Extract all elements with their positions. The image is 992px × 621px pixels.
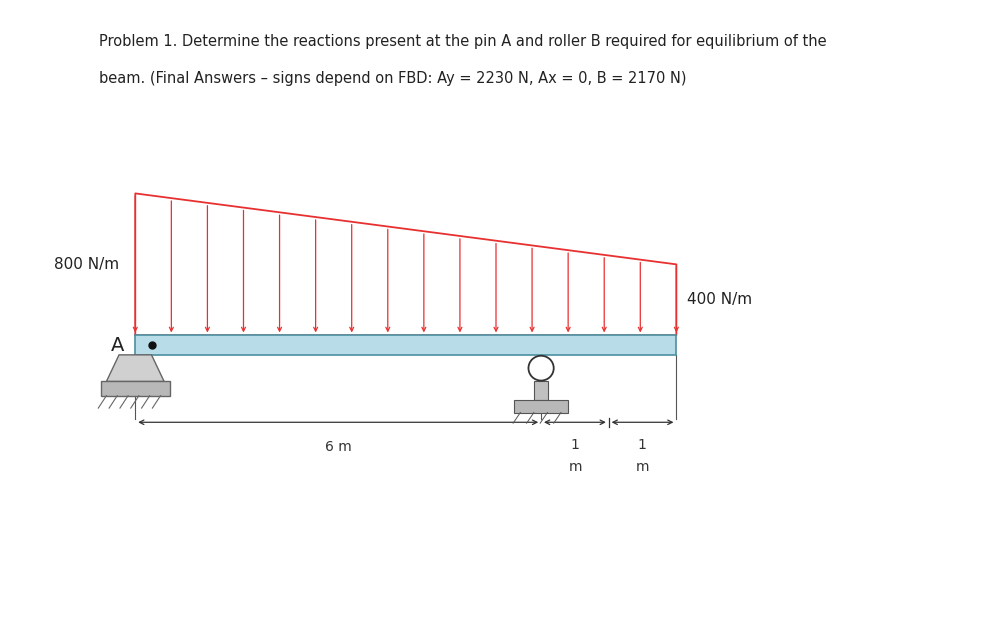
Polygon shape [534, 381, 549, 400]
Polygon shape [106, 355, 164, 381]
Text: B: B [557, 335, 569, 355]
Text: Problem 1. Determine the reactions present at the pin A and roller B required fo: Problem 1. Determine the reactions prese… [99, 34, 826, 49]
Text: A: A [111, 335, 124, 355]
Text: beam. (Final Answers – signs depend on FBD: Ay = 2230 N, Ax = 0, B = 2170 N): beam. (Final Answers – signs depend on F… [99, 71, 686, 86]
Text: 1: 1 [638, 438, 647, 452]
Polygon shape [101, 381, 170, 396]
Text: m: m [635, 460, 649, 474]
Text: 800 N/m: 800 N/m [54, 257, 119, 272]
Text: 1: 1 [571, 438, 579, 452]
Text: 6 m: 6 m [324, 440, 351, 454]
Polygon shape [135, 335, 677, 355]
Text: 400 N/m: 400 N/m [687, 292, 752, 307]
Polygon shape [514, 400, 568, 412]
Text: m: m [568, 460, 582, 474]
